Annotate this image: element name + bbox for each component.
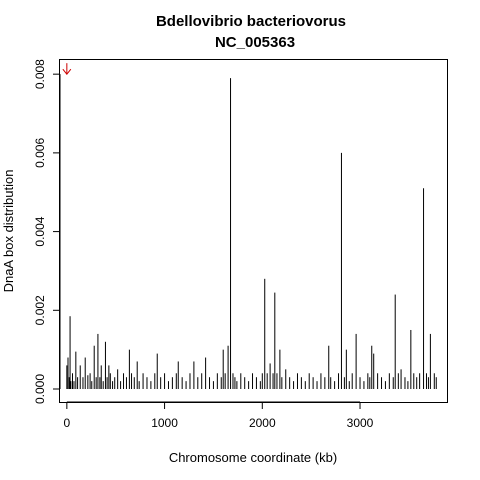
y-axis: 0.000 0.002 0.004 0.006 0.008 xyxy=(33,59,61,404)
chart-subtitle: NC_005363 xyxy=(215,34,295,51)
plot-frame xyxy=(59,59,448,403)
marker-head xyxy=(62,68,72,75)
chart-title: Bdellovibrio bacteriovorus xyxy=(156,13,346,30)
x-tick-label: 3000 xyxy=(347,416,374,430)
y-axis-label: DnaA box distribution xyxy=(1,170,16,293)
y-tick-label: 0.000 xyxy=(33,374,47,404)
x-tick-label: 2000 xyxy=(249,416,276,430)
x-tick-label: 1000 xyxy=(151,416,178,430)
y-tick-label: 0.008 xyxy=(33,59,47,89)
x-axis-label: Chromosome coordinate (kb) xyxy=(169,450,337,465)
y-tick-label: 0.004 xyxy=(33,216,47,246)
x-axis: 0 1000 2000 3000 xyxy=(63,401,374,430)
x-tick-label: 0 xyxy=(63,416,70,430)
origin-marker xyxy=(62,63,72,75)
y-tick-label: 0.002 xyxy=(33,295,47,325)
y-tick-label: 0.006 xyxy=(33,138,47,168)
bar-series xyxy=(66,78,437,390)
